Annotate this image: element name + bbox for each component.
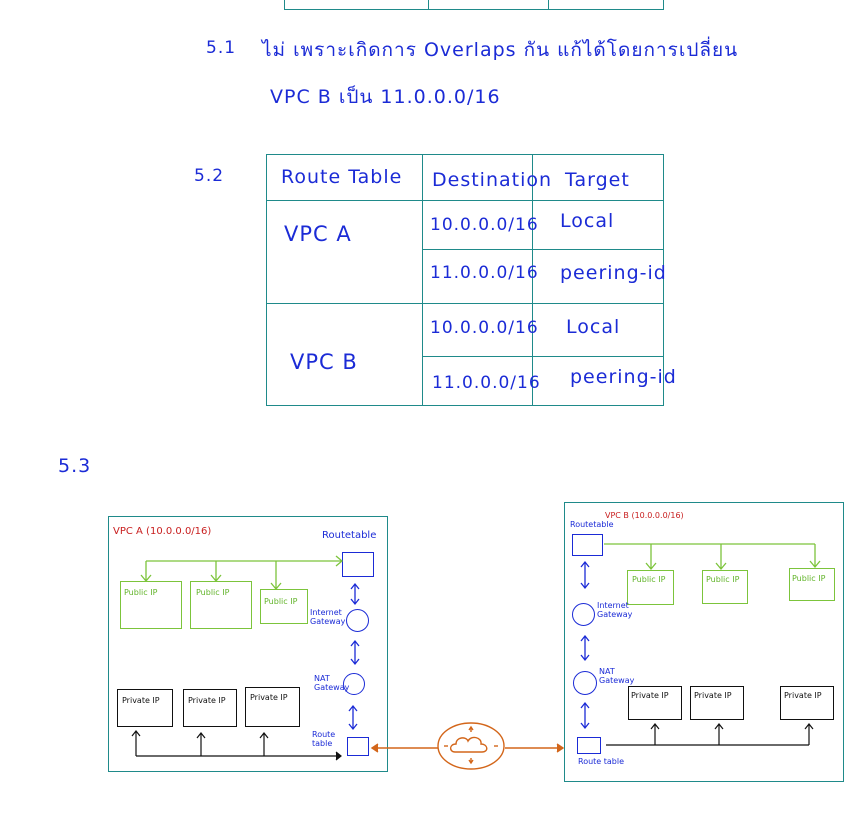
route-table-col-line-2 (532, 154, 533, 406)
vpc-b-routetable-top-label: Routetable (570, 520, 614, 529)
vpc-b-container (564, 502, 844, 782)
vpc-a-container (108, 516, 388, 772)
vpc-a-public-ip-1 (120, 581, 182, 629)
route-table-row-line-a (422, 249, 664, 250)
peering-connection (370, 722, 565, 770)
route-table-col-line-1 (422, 154, 423, 406)
header-target: Target (565, 169, 630, 191)
vpc-a-routetable-bottom (347, 737, 369, 756)
vpc-a-private-ip-3 (245, 687, 300, 727)
vpc-b-public-routes (604, 543, 821, 571)
sec51-number: 5.1 (206, 38, 237, 58)
vpc-a-vertical-arrows (348, 582, 360, 731)
cell-target-4: peering-id (570, 366, 677, 388)
vpc-a-public-ip-1-label: Public IP (124, 588, 158, 597)
vpc-a-public-ip-2-label: Public IP (196, 588, 230, 597)
vpc-a-private-ip-1 (117, 689, 173, 727)
vpc-a-title: VPC A (10.0.0.0/16) (113, 526, 212, 537)
vpc-a-routetable-top (342, 552, 374, 577)
prev-table-left-border (284, 0, 285, 10)
route-table-header-line (266, 200, 664, 201)
prev-table-divider-2 (548, 0, 549, 10)
vpc-a-public-ip-2 (190, 581, 252, 629)
vpc-b-igw-label: Internet Gateway (597, 601, 633, 619)
cell-target-2: peering-id (560, 262, 667, 284)
vpc-a-private-ip-2 (183, 689, 237, 727)
vpc-b-vertical-arrows (580, 560, 590, 730)
sec51-answer-line2: VPC B เป็น 11.0.0.0/16 (270, 86, 501, 108)
vpc-b-routetable-top (572, 534, 603, 556)
vpc-a-private-ip-3-label: Private IP (250, 693, 288, 702)
cell-dest-3: 10.0.0.0/16 (430, 318, 539, 338)
vpc-a-private-routes (131, 730, 342, 761)
vpc-a-igw-label: Internet Gateway (310, 608, 346, 626)
vpc-a-public-routes (140, 555, 344, 591)
vpc-a-nat-gateway-icon (343, 673, 365, 695)
header-route-table: Route Table (281, 166, 403, 188)
vpc-b-private-ip-1 (628, 686, 682, 720)
vpc-b-internet-gateway-icon (572, 603, 595, 626)
vpc-b-private-routes (606, 723, 814, 746)
vpc-a-routetable-bottom-label: Route table (312, 730, 336, 748)
vpc-b-public-ip-3 (789, 568, 835, 601)
vpc-b-title: VPC B (10.0.0.0/16) (605, 511, 684, 520)
peering-ellipse (437, 722, 505, 770)
vpc-b-public-ip-2-label: Public IP (706, 575, 740, 584)
vpc-b-private-ip-3 (780, 686, 834, 720)
cloud-icon (449, 736, 488, 753)
sec52-number: 5.2 (194, 166, 225, 186)
cell-vpc-b: VPC B (290, 350, 358, 374)
vpc-a-public-ip-3 (260, 589, 308, 624)
vpc-b-nat-gateway-icon (573, 671, 597, 695)
prev-table-divider-1 (428, 0, 429, 10)
sec51-answer-line1: ไม่ เพราะเกิดการ Overlaps กัน แก้ได้โดยก… (262, 39, 739, 61)
cell-dest-2: 11.0.0.0/16 (430, 263, 539, 283)
sec53-number: 5.3 (58, 455, 92, 477)
header-destination: Destination (432, 169, 553, 191)
vpc-b-private-ip-2 (690, 686, 744, 720)
vpc-b-public-ip-1 (627, 570, 674, 605)
route-table (266, 154, 664, 406)
vpc-b-public-ip-3-label: Public IP (792, 574, 826, 583)
vpc-b-public-ip-1-label: Public IP (632, 575, 666, 584)
prev-table-bottom-border (284, 9, 664, 10)
vpc-b-public-ip-2 (702, 570, 748, 604)
vpc-b-routetable-bottom (577, 737, 601, 754)
route-table-row-line-b (422, 356, 664, 357)
cell-target-1: Local (560, 210, 615, 232)
route-table-row-line-mid (266, 303, 664, 304)
vpc-b-private-ip-3-label: Private IP (784, 691, 822, 700)
vpc-a-routetable-top-label: Routetable (322, 530, 377, 541)
vpc-b-routetable-bottom-label: Route table (578, 757, 625, 766)
cell-target-3: Local (566, 316, 621, 338)
vpc-a-internet-gateway-icon (346, 609, 369, 632)
vpc-a-private-ip-2-label: Private IP (188, 696, 226, 705)
vpc-b-private-ip-1-label: Private IP (631, 691, 669, 700)
cell-vpc-a: VPC A (284, 222, 352, 246)
cell-dest-1: 10.0.0.0/16 (430, 215, 539, 235)
vpc-b-nat-label: NAT Gateway (599, 667, 635, 685)
vpc-a-public-ip-3-label: Public IP (264, 597, 298, 606)
vpc-b-private-ip-2-label: Private IP (694, 691, 732, 700)
vpc-a-private-ip-1-label: Private IP (122, 696, 160, 705)
cell-dest-4: 11.0.0.0/16 (432, 373, 541, 393)
vpc-a-nat-label: NAT Gateway (314, 674, 350, 692)
prev-table-right-border (663, 0, 664, 10)
